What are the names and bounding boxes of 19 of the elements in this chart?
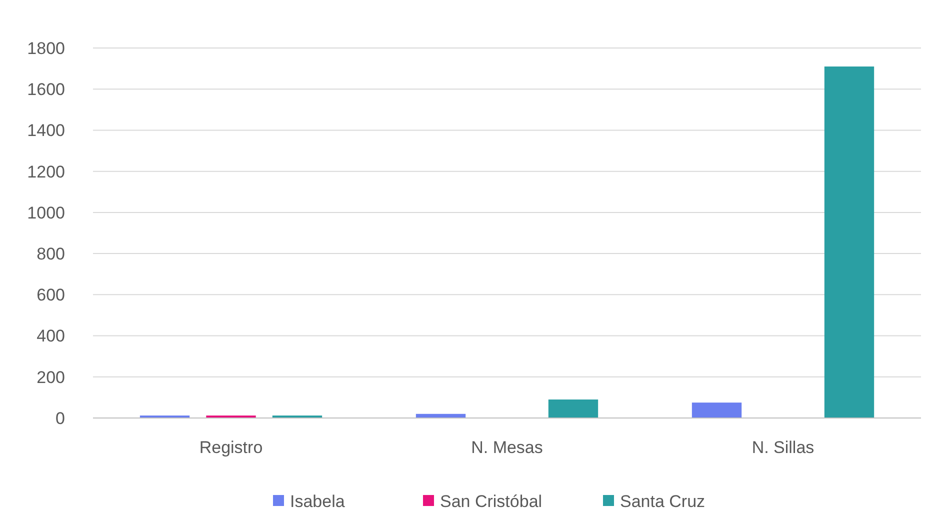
y-tick-label: 600 bbox=[36, 286, 65, 305]
legend-label: San Cristóbal bbox=[440, 492, 542, 511]
x-tick-label: N. Sillas bbox=[752, 438, 814, 457]
y-tick-label: 1400 bbox=[27, 121, 65, 140]
y-tick-label: 0 bbox=[56, 408, 65, 428]
y-tick-label: 400 bbox=[36, 326, 65, 346]
x-tick-label: Registro bbox=[199, 438, 263, 457]
bar bbox=[824, 66, 874, 418]
legend-label: Santa Cruz bbox=[620, 492, 706, 511]
bar bbox=[692, 402, 742, 418]
bar bbox=[548, 400, 598, 418]
y-tick-label: 1800 bbox=[27, 38, 65, 58]
y-tick-label: 1600 bbox=[27, 80, 65, 100]
y-tick-label: 200 bbox=[36, 368, 65, 387]
y-tick-label: 1200 bbox=[27, 162, 65, 182]
y-tick-label: 800 bbox=[36, 244, 65, 264]
x-tick-label: N. Mesas bbox=[471, 438, 543, 457]
y-tick-label: 1000 bbox=[27, 203, 65, 222]
legend-label: Isabela bbox=[290, 492, 346, 511]
